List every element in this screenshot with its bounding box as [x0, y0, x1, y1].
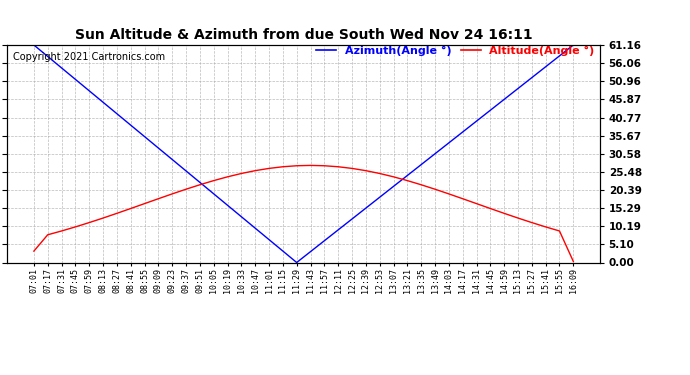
Text: Copyright 2021 Cartronics.com: Copyright 2021 Cartronics.com	[13, 51, 165, 62]
Legend: Azimuth(Angle °), Altitude(Angle °): Azimuth(Angle °), Altitude(Angle °)	[316, 46, 595, 56]
Title: Sun Altitude & Azimuth from due South Wed Nov 24 16:11: Sun Altitude & Azimuth from due South We…	[75, 28, 533, 42]
